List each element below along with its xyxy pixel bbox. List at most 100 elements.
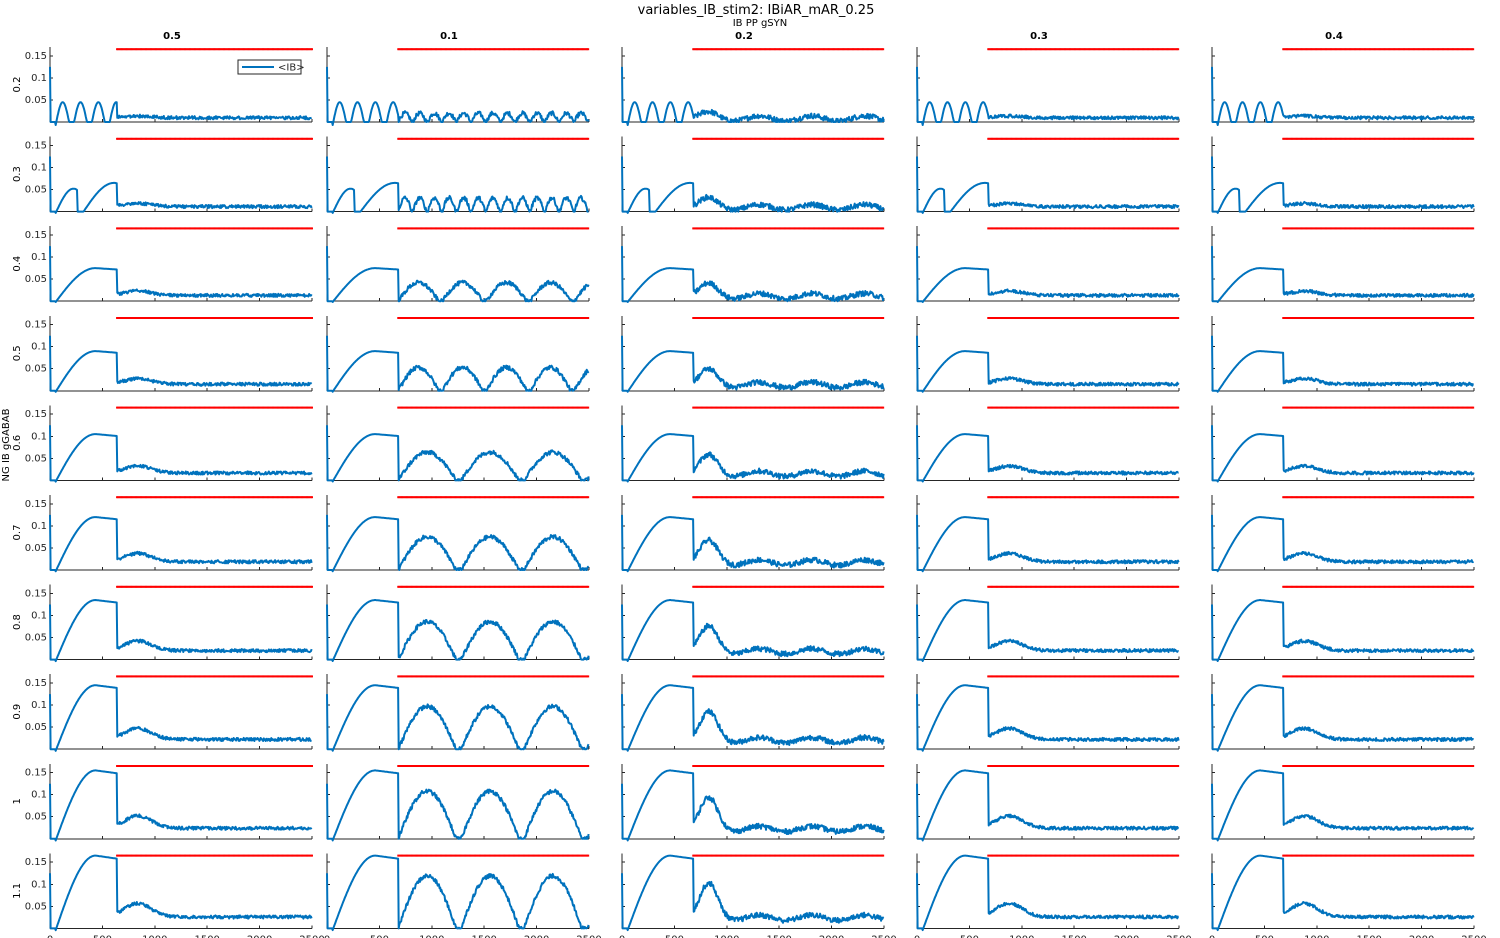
ib-trace [916, 335, 1180, 393]
stim-marker [1379, 406, 1382, 409]
stim-marker [1065, 227, 1068, 230]
stim-marker [243, 496, 246, 499]
stim-marker [515, 406, 518, 409]
stim-marker [1037, 406, 1040, 409]
stim-marker [873, 137, 876, 140]
stim-marker [523, 317, 526, 320]
stim-marker [274, 48, 277, 51]
stim-marker [584, 496, 587, 499]
stim-marker [555, 227, 558, 230]
stim-marker [470, 496, 473, 499]
stim-marker [859, 406, 862, 409]
stim-marker [263, 496, 266, 499]
stim-marker [833, 137, 836, 140]
stim-marker [1172, 48, 1175, 51]
stim-marker [517, 317, 520, 320]
stim-marker [713, 317, 716, 320]
stim-marker [447, 48, 450, 51]
stim-marker [1048, 317, 1051, 320]
stim-marker [1327, 496, 1330, 499]
stim-marker [809, 406, 812, 409]
stim-marker [456, 406, 459, 409]
stim-marker [398, 406, 401, 409]
stim-marker [857, 48, 860, 51]
stim-marker [722, 317, 725, 320]
stim-marker [877, 496, 880, 499]
stim-marker [1409, 406, 1412, 409]
stim-marker [504, 137, 507, 140]
stim-marker [988, 496, 991, 499]
stim-marker [1316, 48, 1319, 51]
stim-marker [1023, 227, 1026, 230]
y-tick-label: 0.15 [25, 51, 47, 62]
stim-marker [873, 227, 876, 230]
stim-marker [770, 227, 773, 230]
panel-r4-c4 [1211, 405, 1475, 483]
stim-markers [116, 48, 313, 51]
stim-marker [1316, 137, 1319, 140]
stim-marker [1066, 137, 1069, 140]
stim-marker [525, 137, 528, 140]
stim-marker [560, 137, 563, 140]
stim-marker [697, 137, 700, 140]
stim-marker [1086, 406, 1089, 409]
stim-marker [185, 317, 188, 320]
stim-marker [1287, 137, 1290, 140]
stim-marker [1325, 496, 1328, 499]
stim-marker [191, 496, 194, 499]
stim-marker [167, 496, 170, 499]
stim-marker [1364, 406, 1367, 409]
stim-marker [484, 496, 487, 499]
stim-marker [268, 137, 271, 140]
stim-marker [1046, 496, 1049, 499]
panel-r1-c3 [916, 136, 1180, 214]
stim-marker [1326, 227, 1329, 230]
stim-marker [1350, 227, 1353, 230]
stim-marker [558, 48, 561, 51]
stim-marker [1429, 317, 1432, 320]
stim-marker [1302, 48, 1305, 51]
stim-marker [1165, 48, 1168, 51]
stim-marker [1372, 137, 1375, 140]
stim-marker [1123, 227, 1126, 230]
stim-marker [724, 406, 727, 409]
stim-marker [255, 227, 258, 230]
stim-marker [704, 48, 707, 51]
stim-marker [304, 137, 307, 140]
stim-marker [168, 317, 171, 320]
stim-marker [994, 406, 997, 409]
stim-marker [858, 137, 861, 140]
stim-marker [1316, 227, 1319, 230]
stim-marker [703, 48, 706, 51]
stim-marker [757, 227, 760, 230]
stim-marker [535, 406, 538, 409]
stim-marker [473, 496, 476, 499]
stim-marker [1133, 227, 1136, 230]
stim-marker [225, 48, 228, 51]
stim-marker [811, 137, 814, 140]
stim-marker [200, 317, 203, 320]
stim-marker [560, 317, 563, 320]
stim-marker [1318, 406, 1321, 409]
stim-marker [289, 496, 292, 499]
stim-marker [1399, 137, 1402, 140]
stim-marker [562, 137, 565, 140]
stim-marker [772, 496, 775, 499]
stim-marker [1102, 227, 1105, 230]
stim-marker [1090, 48, 1093, 51]
panel-r5-c2 [621, 495, 885, 573]
stim-marker [504, 48, 507, 51]
stim-marker [1104, 317, 1107, 320]
stim-marker [447, 137, 450, 140]
stim-marker [1379, 317, 1382, 320]
stim-marker [1163, 227, 1166, 230]
stim-marker [741, 496, 744, 499]
stim-marker [231, 227, 234, 230]
stim-marker [1470, 137, 1473, 140]
stim-marker [736, 227, 739, 230]
stim-marker [1128, 496, 1131, 499]
stim-marker [777, 496, 780, 499]
stim-marker [408, 317, 411, 320]
stim-marker [1128, 48, 1131, 51]
stim-marker [295, 317, 298, 320]
